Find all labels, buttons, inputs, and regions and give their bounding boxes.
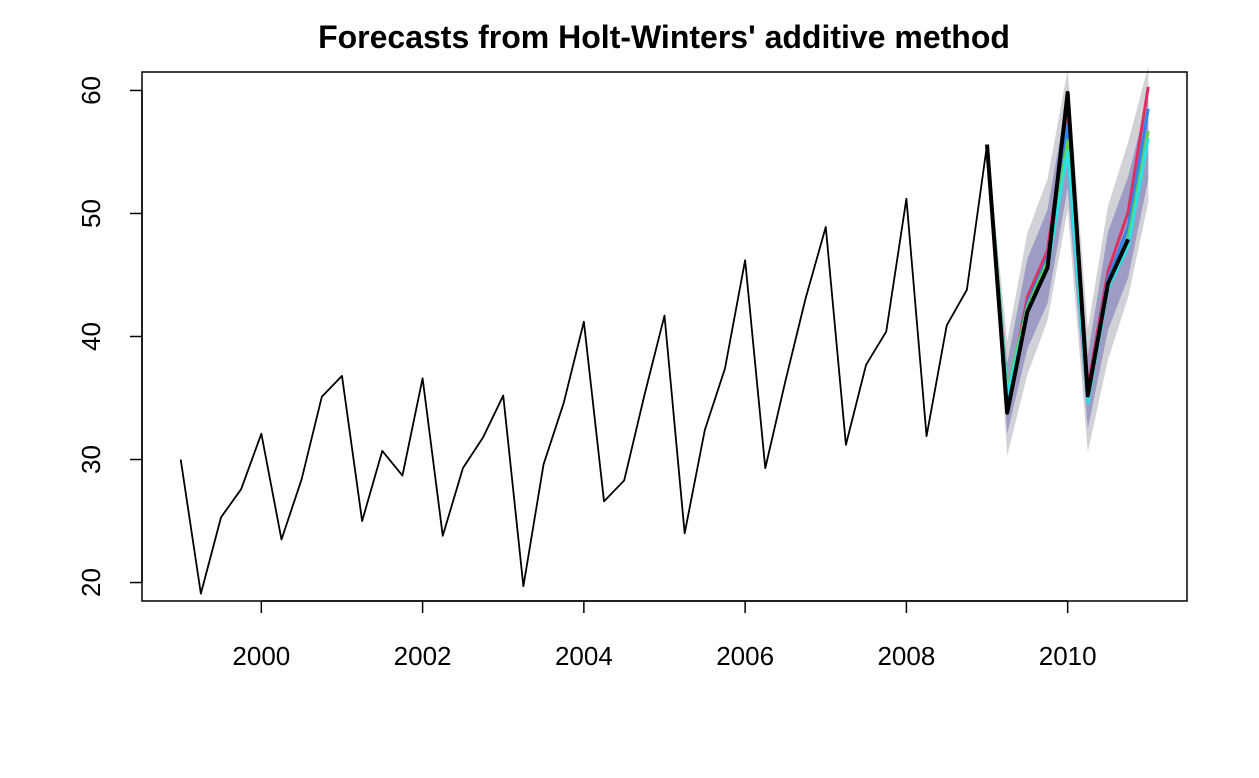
x-tick-label: 2006 [716,641,774,671]
series-lines [179,86,1150,595]
actual-line [985,90,1130,415]
history-line [179,144,988,595]
y-tick-label: 30 [76,445,106,474]
forecast-line-4 [985,138,1150,405]
interval-band-95 [987,65,1149,456]
x-tick-label: 2008 [877,641,935,671]
x-tick-label: 2010 [1039,641,1097,671]
chart-title: Forecasts from Holt-Winters' additive me… [318,19,1010,55]
x-tick-label: 2000 [232,641,290,671]
y-tick-label: 40 [76,322,106,351]
y-tick-label: 50 [76,199,106,228]
y-tick-label: 60 [76,76,106,105]
x-axis: 2000 2002 2004 2006 2008 2010 [232,600,1097,671]
y-axis: 20 30 40 50 60 [76,76,143,597]
x-tick-label: 2004 [555,641,613,671]
x-tick-label: 2002 [394,641,452,671]
y-tick-label: 20 [76,568,106,597]
